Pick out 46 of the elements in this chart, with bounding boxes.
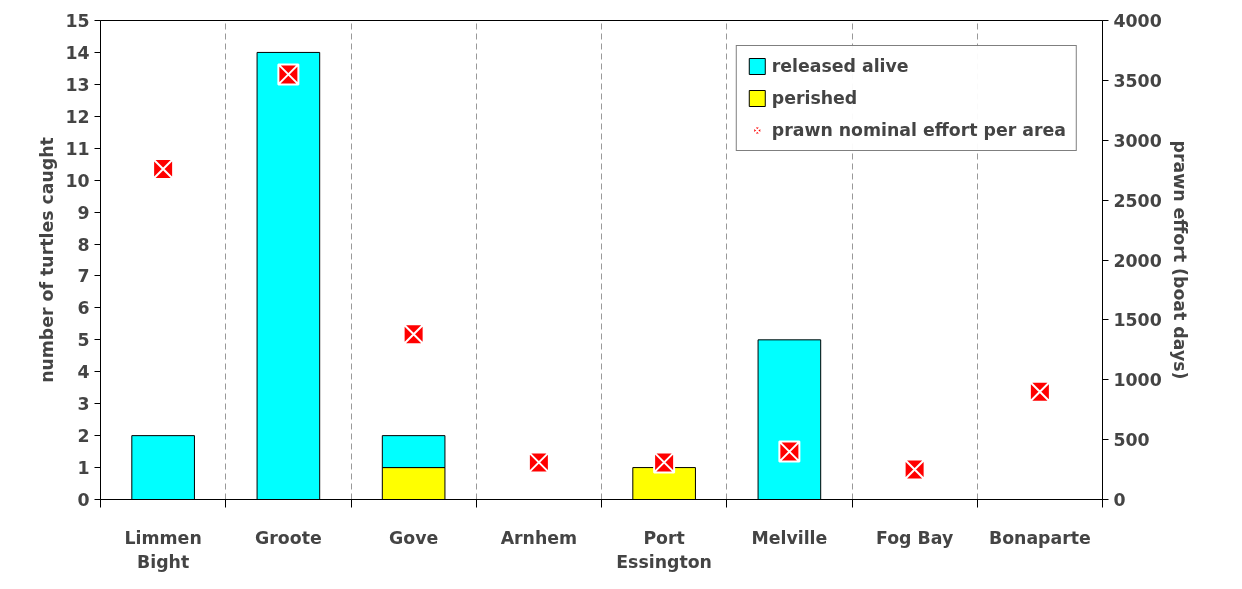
y-tick-label: 6 [77,298,90,319]
x-tick-label: Port Essington [616,527,712,572]
x-tick-label: Arnhem [500,527,578,548]
y2-tick-label: 500 [1113,430,1150,451]
legend-label: perished [771,88,858,108]
y2-tick-label: 2000 [1113,250,1162,271]
point [778,440,801,463]
point [402,323,425,346]
y-tick-label: 13 [65,74,90,95]
y-tick-label: 10 [65,170,90,191]
x-tick-label: Fog Bay [876,527,954,548]
x-tick-label: Bonaparte [988,527,1091,548]
y2-tick-label: 3000 [1113,130,1162,151]
y-tick-label: 5 [77,330,90,351]
y2-tick-label: 0 [1113,490,1126,510]
y2-tick-label: 1000 [1113,370,1162,391]
x-tick-label: Limmen Bight [124,527,202,572]
y-tick-label: 11 [65,138,90,159]
y-tick-label: 2 [77,426,90,447]
y2-tick-label: 1500 [1113,310,1162,331]
point [527,451,550,474]
y-tick-label: 3 [77,394,90,415]
y-tick-label: 0 [77,490,90,510]
point [277,63,300,86]
x-tick-label: Groote [255,527,322,548]
x-tick-label: Melville [751,527,828,548]
point [653,451,676,474]
y2-axis-title: prawn effort (boat days) [1169,140,1190,380]
y-tick-label: 12 [65,106,90,127]
y-axis-title: number of turtles caught [37,137,58,383]
y-tick-label: 14 [65,42,90,63]
y-tick-label: 4 [77,362,90,383]
y2-tick-label: 3500 [1113,70,1162,91]
point [152,157,175,180]
y2-tick-label: 2500 [1113,190,1162,211]
legend-label: prawn nominal effort per area [771,120,1066,140]
y-tick-label: 15 [65,11,90,31]
point [1028,380,1051,403]
y-tick-label: 1 [77,458,90,479]
x-tick-label: Gove [389,527,439,548]
y-tick-label: 9 [77,202,90,223]
y2-tick-label: 4000 [1113,11,1162,31]
y-tick-label: 7 [77,266,90,287]
point [903,458,926,481]
y-tick-label: 8 [77,234,90,255]
legend-label: released alive [771,56,909,76]
